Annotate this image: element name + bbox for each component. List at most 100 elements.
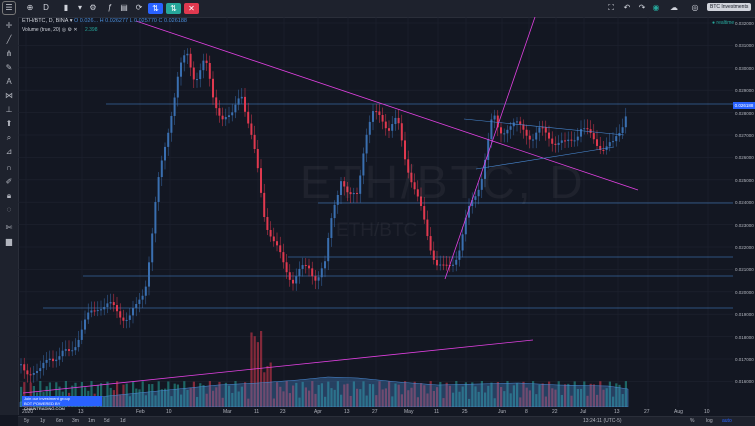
volume-bar (154, 395, 157, 407)
promo-banner[interactable]: Join our investment group BOT POWERED BY… (22, 396, 102, 411)
text-icon[interactable]: A (6, 77, 12, 86)
lock-icon[interactable]: 🔒︎ (6, 191, 12, 200)
eye-icon[interactable]: ◎ (61, 27, 67, 33)
range-button[interactable]: 5d (104, 418, 110, 424)
candle-body (135, 303, 138, 309)
volume-bar (144, 395, 147, 407)
magnet-icon[interactable]: ∩ (6, 163, 12, 172)
volume-bar (285, 381, 288, 407)
volume-bar (564, 384, 567, 407)
volume-bar (439, 382, 442, 407)
cursor-icon[interactable]: ✛ (5, 21, 13, 30)
eye-icon[interactable]: ◎ (691, 3, 699, 12)
pattern-icon[interactable]: ⋈ (5, 91, 13, 100)
volume-bar (269, 362, 272, 407)
trendline-icon[interactable]: ╱ (6, 35, 12, 44)
close-icon[interactable]: ✕ (73, 27, 78, 33)
trash-icon[interactable]: ▆ (5, 237, 13, 246)
settings-gear-icon[interactable]: ⚙ (89, 3, 97, 12)
measure-icon[interactable]: ⊥ (5, 105, 13, 114)
candle-body (61, 350, 64, 357)
chevron-down-icon[interactable]: ▾ (69, 18, 73, 24)
compare-icon[interactable]: ⊕ (26, 3, 34, 12)
price-chart[interactable] (18, 17, 733, 407)
pitchfork-icon[interactable]: ⋔ (5, 49, 13, 58)
time-axis[interactable]: 2020 13 Feb 10 Mar 11 23 Apr 13 27 May 11 25 Jun 8 22 Ju… (18, 407, 733, 416)
auto-toggle[interactable]: auto (722, 418, 732, 424)
price-tick-label: 0.027000 (735, 133, 754, 138)
volume-bar (471, 382, 474, 407)
range-button[interactable]: 1m (88, 418, 95, 424)
percent-toggle[interactable]: % (690, 418, 695, 424)
log-toggle[interactable]: log (706, 418, 713, 424)
volume-bar (231, 392, 234, 407)
visibility-icon[interactable]: ◌ (6, 205, 12, 214)
candle-body (77, 339, 80, 348)
candle-body (436, 259, 438, 266)
volume-bar (244, 382, 247, 407)
volume-bar (538, 384, 541, 407)
symbol-title[interactable]: ETH/BTC, D, BINA (22, 18, 69, 24)
price-tick-label: 0.018000 (735, 334, 754, 340)
range-button[interactable]: 1y (40, 418, 46, 424)
ruler-icon[interactable]: ⊿ (5, 147, 13, 156)
volume-bar (317, 384, 320, 407)
candle-body (138, 299, 141, 304)
candle-body (208, 63, 211, 79)
undo-icon[interactable]: ↶ (623, 3, 631, 12)
volume-bar (375, 395, 378, 407)
chevron-down-icon[interactable]: ▾ (77, 3, 82, 12)
volume-bar (135, 388, 138, 407)
candle-body (564, 140, 566, 142)
time-tick-label: 13 (344, 409, 350, 415)
time-tick-label: 13 (614, 409, 620, 415)
candle-body (458, 250, 461, 260)
volume-bar (148, 384, 151, 407)
volume-bar (90, 381, 93, 407)
templates-icon[interactable]: ▤ (120, 3, 128, 12)
price-tick-label: 0.021000 (735, 267, 754, 273)
volume-bar (583, 381, 586, 407)
candle-body (228, 115, 230, 117)
green-signal-button[interactable]: ⇅ (166, 3, 181, 14)
volume-bar (349, 395, 352, 407)
candle-body (260, 168, 262, 193)
volume-bar (359, 389, 362, 407)
blue-signal-button[interactable]: ⇅ (148, 3, 163, 14)
red-signal-button[interactable]: ✕ (184, 3, 199, 14)
candle-body (64, 349, 67, 351)
candle-body (292, 279, 294, 284)
candle-body (26, 370, 29, 375)
candle-body (234, 104, 237, 113)
indicators-icon[interactable]: ƒ (107, 3, 113, 12)
range-button[interactable]: 5y (24, 418, 30, 424)
volume-label[interactable]: Volume (true, 20) (22, 27, 61, 33)
range-button[interactable]: 1d (120, 418, 126, 424)
candle-body (471, 199, 474, 207)
draw-mode-icon[interactable]: ✐ (5, 177, 13, 186)
replay-icon[interactable]: ⟳ (135, 3, 143, 12)
cloud-icon[interactable]: ☁ (670, 3, 678, 12)
candle-body (583, 128, 586, 130)
interval-button[interactable]: D (43, 3, 49, 12)
volume-bar (567, 383, 570, 407)
price-axis[interactable]: 0.032000 0.031000 0.030000 0.029000 0.028000… (733, 17, 755, 415)
remove-drawings-icon[interactable]: ✄ (5, 223, 13, 232)
menu-icon[interactable]: ☰ (2, 1, 16, 15)
redo-icon[interactable]: ↷ (638, 3, 646, 12)
fullscreen-icon[interactable]: ⛶ (608, 3, 614, 12)
volume-bar (263, 372, 266, 407)
range-button[interactable]: 6m (56, 418, 63, 424)
candle-body (503, 133, 506, 135)
zoom-icon[interactable]: ⌕ (6, 133, 12, 142)
brush-icon[interactable]: ✎ (5, 63, 13, 72)
volume-bar (432, 390, 435, 407)
volume-bar (234, 381, 237, 407)
camera-icon[interactable]: ◉ (652, 3, 660, 12)
settings-gear-icon[interactable]: ⚙ (67, 27, 72, 33)
candle-body (442, 264, 445, 266)
candles-icon[interactable]: ▮ (63, 3, 69, 12)
arrow-icon[interactable]: ⬆ (5, 119, 13, 128)
range-button[interactable]: 3m (72, 418, 79, 424)
volume-bar (423, 385, 426, 407)
